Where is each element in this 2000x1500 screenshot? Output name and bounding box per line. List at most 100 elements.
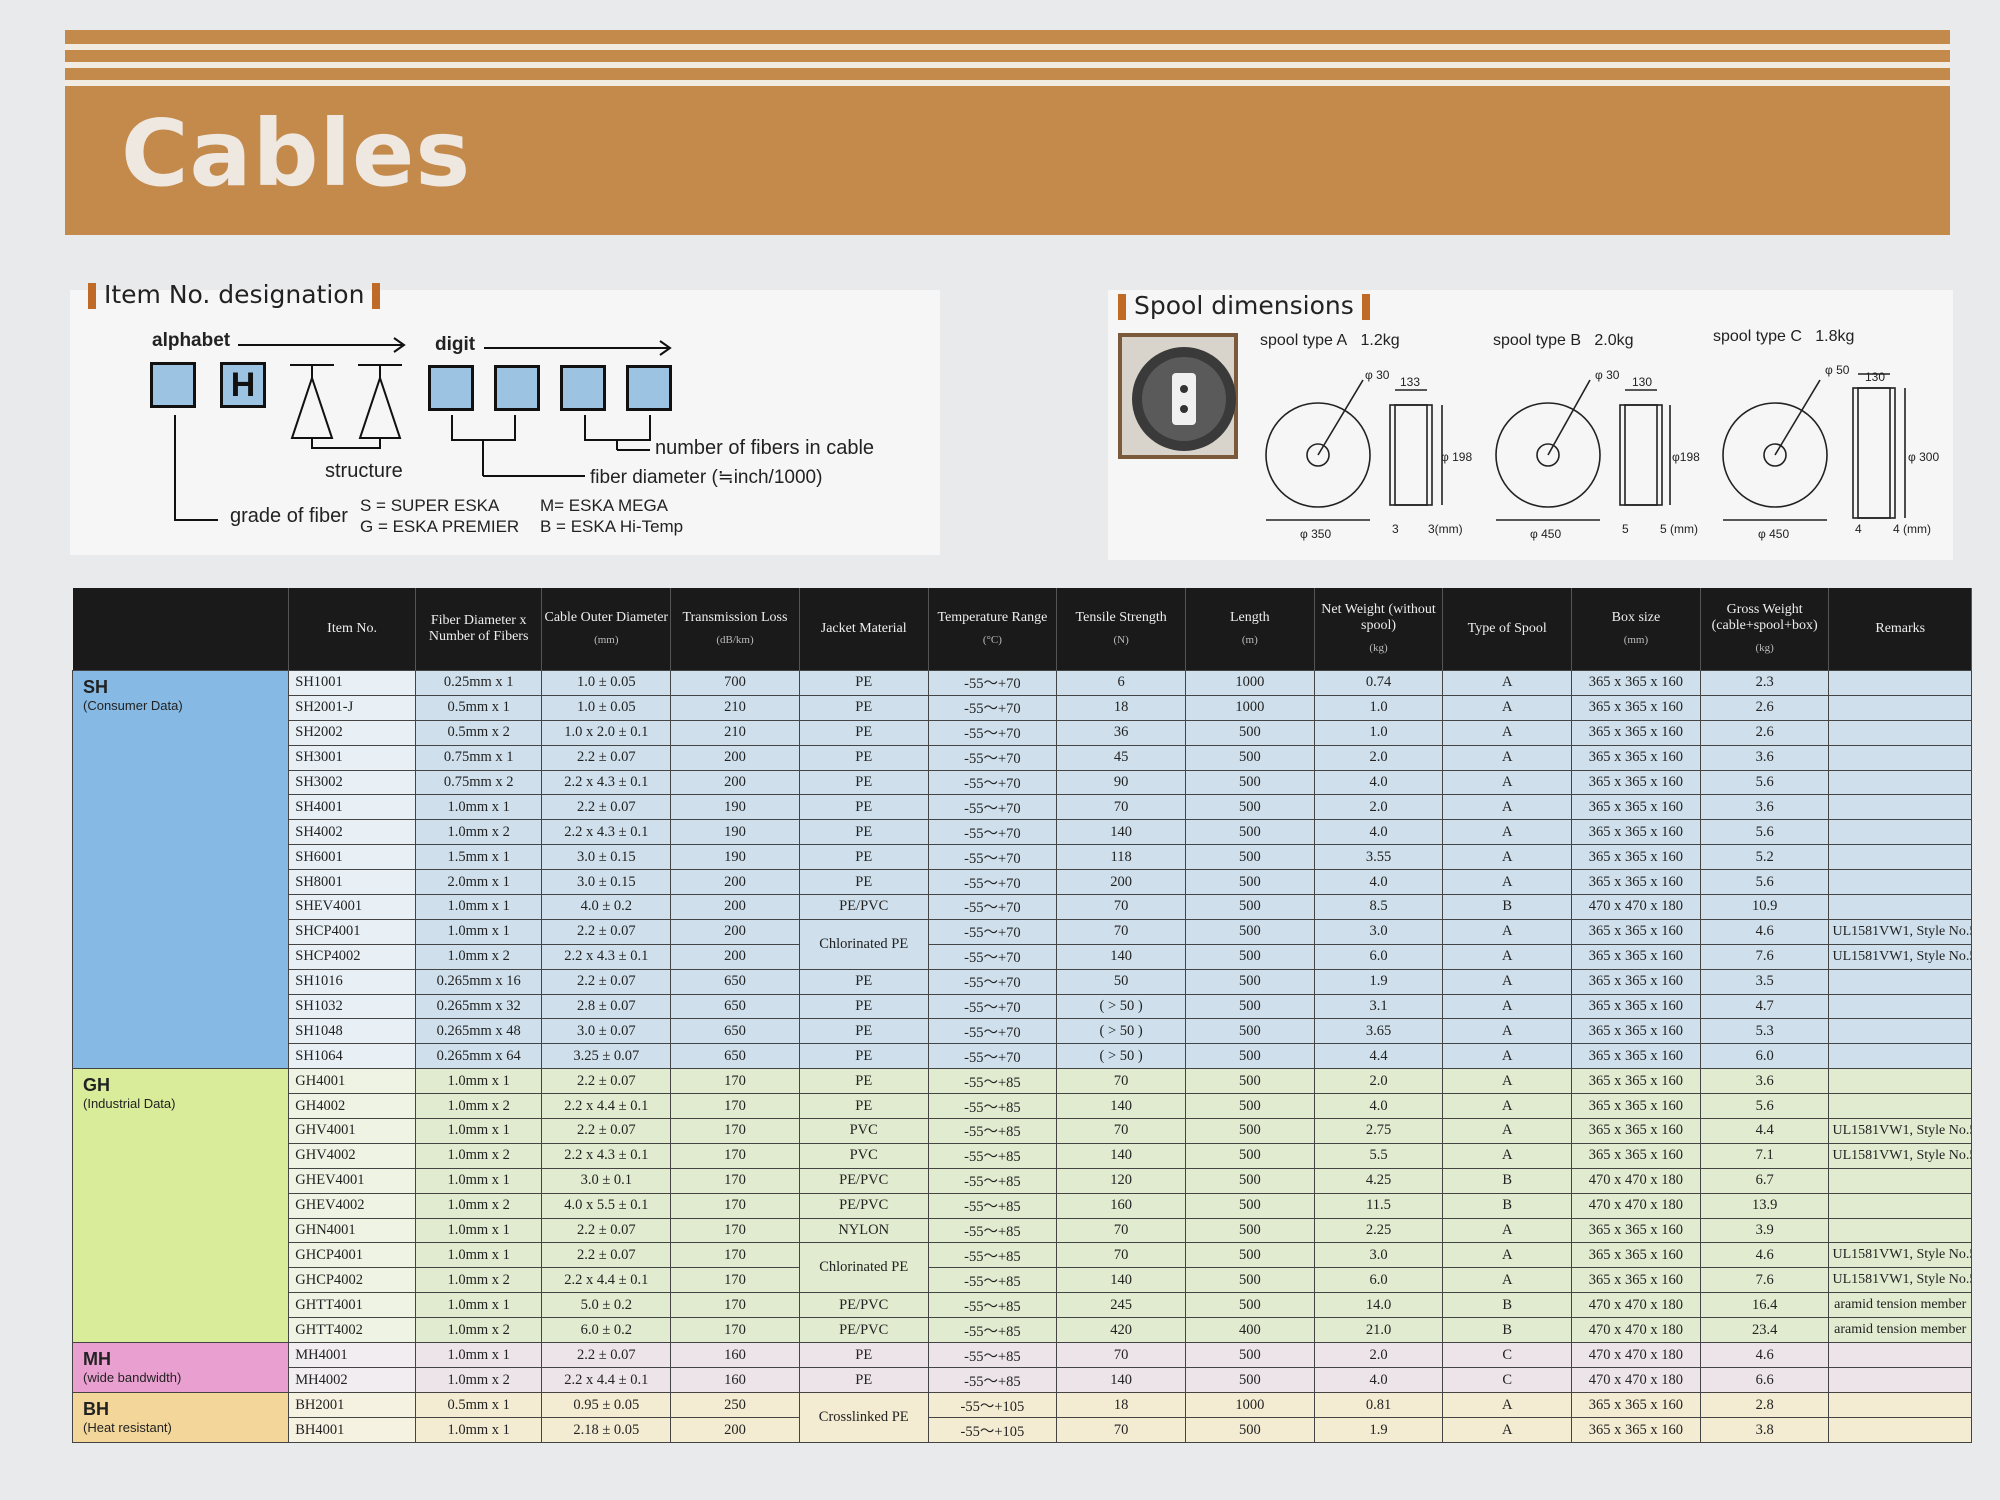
table-cell: 2.6 bbox=[1699, 719, 1830, 746]
table-cell: 500 bbox=[1184, 993, 1315, 1020]
spool-c-height: φ 300 bbox=[1908, 450, 1940, 464]
table-cell: -55〜+85 bbox=[927, 1118, 1058, 1144]
table-cell: PE bbox=[798, 968, 929, 995]
table-cell: 0.95 ± 0.05 bbox=[541, 1392, 672, 1419]
table-cell: 365 x 365 x 160 bbox=[1571, 1392, 1701, 1419]
digit-box bbox=[494, 365, 540, 411]
table-cell: -55〜+70 bbox=[927, 1018, 1058, 1045]
table-cell: ( > 50 ) bbox=[1056, 1018, 1186, 1045]
table-cell: 500 bbox=[1184, 744, 1315, 771]
grade-group-cell: GH (Industrial Data) bbox=[71, 1068, 290, 1344]
table-cell: 3.0 ± 0.07 bbox=[541, 1018, 672, 1045]
table-cell: 170 bbox=[670, 1118, 800, 1144]
table-cell: 160 bbox=[670, 1342, 800, 1369]
table-cell: -55〜+105 bbox=[927, 1417, 1058, 1444]
table-cell: 18 bbox=[1056, 1392, 1186, 1419]
table-cell: 16.4 bbox=[1699, 1292, 1830, 1319]
table-cell: 500 bbox=[1184, 1417, 1315, 1444]
column-header-label: Transmission Loss bbox=[682, 610, 788, 625]
column-header-label: Item No. bbox=[327, 621, 377, 636]
table-cell: A bbox=[1442, 993, 1573, 1020]
table-cell: 200 bbox=[670, 869, 800, 896]
table-cell: 2.0 bbox=[1313, 744, 1444, 771]
table-cell: 5.6 bbox=[1699, 819, 1830, 846]
table-cell: 3.0 ± 0.1 bbox=[541, 1167, 672, 1194]
table-cell: 6.0 bbox=[1313, 1267, 1444, 1294]
table-cell: 5.6 bbox=[1699, 1093, 1830, 1120]
table-cell: 3.5 bbox=[1699, 968, 1830, 995]
item-number: SH4001 bbox=[288, 794, 416, 821]
column-header-label: Length bbox=[1229, 610, 1270, 625]
column-header-label: Jacket Material bbox=[820, 621, 907, 636]
table-cell: 2.2 x 4.4 ± 0.1 bbox=[541, 1093, 672, 1120]
grade-code: BH bbox=[83, 1399, 109, 1420]
table-cell: 4.25 bbox=[1313, 1167, 1444, 1194]
table-cell: 140 bbox=[1056, 1142, 1186, 1169]
table-cell: B bbox=[1442, 1292, 1573, 1319]
table-cell: 365 x 365 x 160 bbox=[1571, 968, 1701, 995]
table-cell: PVC bbox=[798, 1142, 929, 1169]
table-cell: 470 x 470 x 180 bbox=[1571, 1192, 1701, 1219]
table-cell: PE bbox=[798, 719, 929, 746]
item-number: BH4001 bbox=[288, 1417, 416, 1444]
table-cell: 1.0mm x 1 bbox=[414, 918, 543, 945]
table-cell: 4.4 bbox=[1313, 1043, 1444, 1070]
table-cell: 1.0mm x 1 bbox=[414, 1242, 543, 1269]
table-cell: ( > 50 ) bbox=[1056, 993, 1186, 1020]
table-cell: -55〜+70 bbox=[927, 769, 1058, 796]
item-number: GHN4001 bbox=[288, 1217, 416, 1244]
table-cell: PE bbox=[798, 769, 929, 796]
table-cell: 1.0mm x 2 bbox=[414, 1142, 543, 1169]
table-cell: 0.75mm x 1 bbox=[414, 744, 543, 771]
item-number: SH1032 bbox=[288, 993, 416, 1020]
table-cell: 160 bbox=[1056, 1192, 1186, 1219]
table-cell: 36 bbox=[1056, 719, 1186, 746]
spool-b-side-mm: 5 (mm) bbox=[1660, 522, 1698, 536]
table-cell: 0.5mm x 1 bbox=[414, 1392, 543, 1419]
table-cell: 365 x 365 x 160 bbox=[1571, 744, 1701, 771]
grade-code: M= ESKA MEGA bbox=[540, 496, 669, 515]
table-row: SH3002 0.75mm x 2 2.2 x 4.3 ± 0.1 200 PE -55〜… bbox=[73, 769, 1972, 796]
table-cell: 1.0mm x 1 bbox=[414, 1217, 543, 1244]
column-header-label: Cable Outer Diameter bbox=[544, 610, 669, 625]
table-cell: 160 bbox=[670, 1367, 800, 1394]
item-number: SH1064 bbox=[288, 1043, 416, 1070]
table-cell bbox=[1828, 1367, 1972, 1394]
table-row: BH4001 1.0mm x 1 2.18 ± 0.05 200 -55〜+105 70 5… bbox=[73, 1417, 1972, 1444]
column-unit: (kg) bbox=[1369, 642, 1388, 654]
table-cell: 70 bbox=[1056, 1068, 1186, 1095]
grade-group-cell: BH (Heat resistant) bbox=[71, 1392, 290, 1444]
table-cell: 365 x 365 x 160 bbox=[1571, 1068, 1701, 1095]
table-cell: 1.0mm x 1 bbox=[414, 894, 543, 920]
table-cell: 250 bbox=[670, 1392, 800, 1419]
table-cell: A bbox=[1442, 844, 1573, 871]
table-cell: PE bbox=[798, 1367, 929, 1394]
table-cell: 4.0 ± 0.2 bbox=[541, 894, 672, 920]
table-row: GHV4001 1.0mm x 1 2.2 ± 0.07 170 PVC -55〜+85 7… bbox=[73, 1118, 1972, 1144]
table-cell: 650 bbox=[670, 993, 800, 1020]
table-cell: 4.0 bbox=[1313, 869, 1444, 896]
table-cell: A bbox=[1442, 1018, 1573, 1045]
table-cell: 1.9 bbox=[1313, 968, 1444, 995]
table-cell: 1.0mm x 1 bbox=[414, 1068, 543, 1095]
column-header-label: Type of Spool bbox=[1467, 621, 1547, 636]
item-number: MH4002 bbox=[288, 1367, 416, 1394]
spool-a-diameter: φ 350 bbox=[1300, 527, 1332, 541]
table-cell: 0.81 bbox=[1313, 1392, 1444, 1419]
table-cell: 3.1 bbox=[1313, 993, 1444, 1020]
table-cell: A bbox=[1442, 769, 1573, 796]
table-cell: 470 x 470 x 180 bbox=[1571, 1367, 1701, 1394]
table-cell: 500 bbox=[1184, 1118, 1315, 1144]
table-cell: 3.0 ± 0.15 bbox=[541, 869, 672, 896]
table-cell: 2.25 bbox=[1313, 1217, 1444, 1244]
table-cell: 3.8 bbox=[1699, 1417, 1830, 1444]
table-cell bbox=[1828, 844, 1972, 871]
table-cell: 140 bbox=[1056, 1093, 1186, 1120]
table-cell bbox=[1828, 1192, 1972, 1219]
spool-a-side: 3 bbox=[1392, 522, 1399, 536]
spool-a-width: 133 bbox=[1400, 375, 1421, 389]
table-cell: 1.0mm x 2 bbox=[414, 1317, 543, 1344]
table-cell: A bbox=[1442, 819, 1573, 846]
column-unit: (kg) bbox=[1755, 642, 1774, 654]
item-number: GHV4001 bbox=[288, 1118, 416, 1144]
